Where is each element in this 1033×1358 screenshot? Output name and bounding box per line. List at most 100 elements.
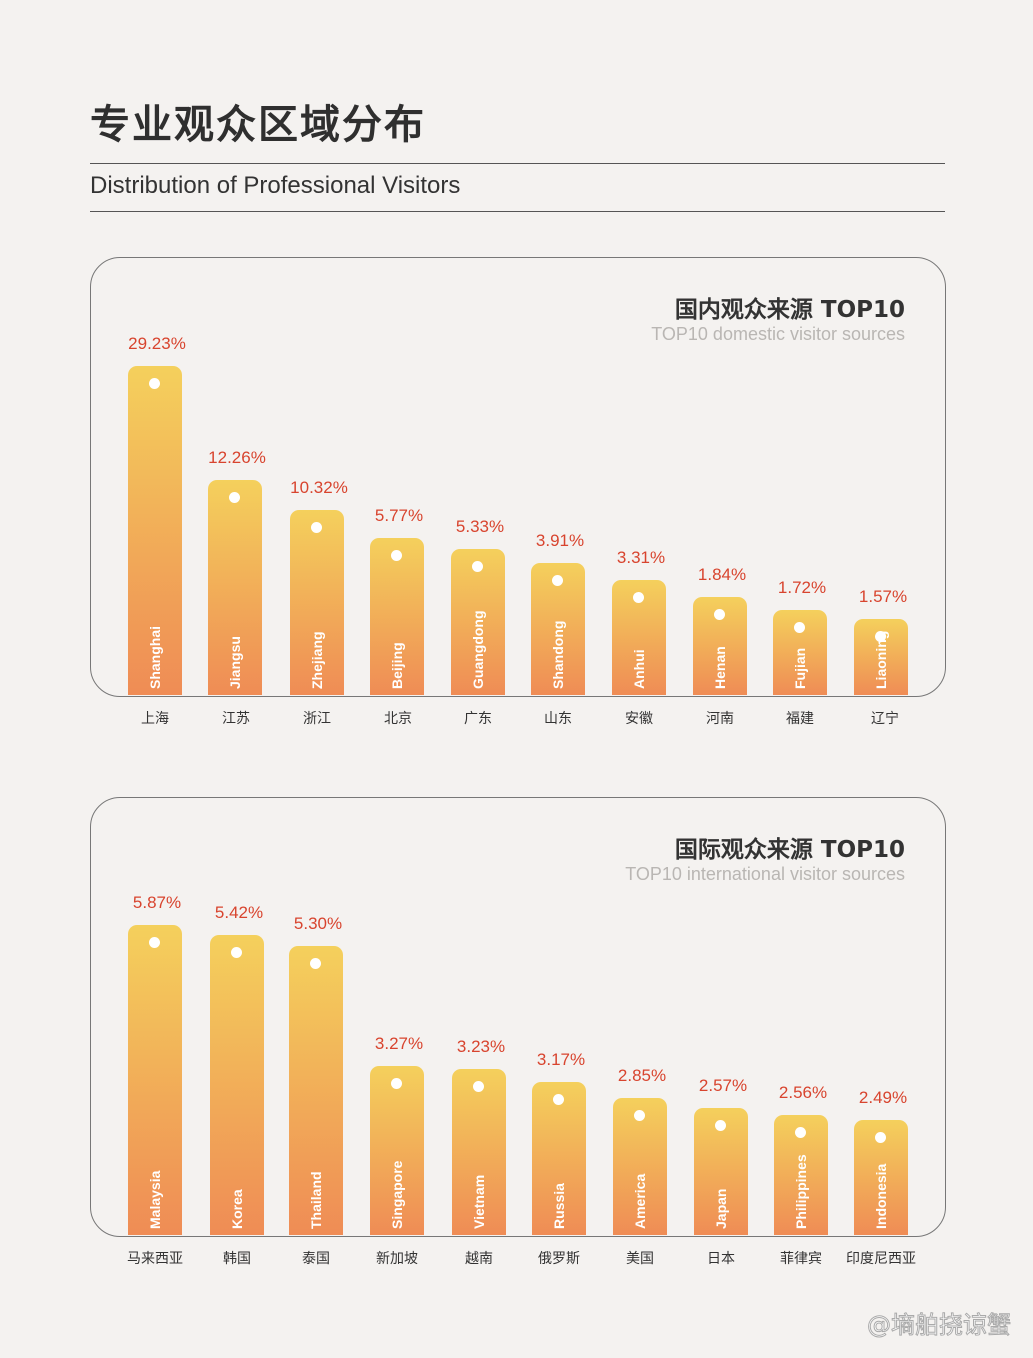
category-label: 印度尼西亚	[846, 1251, 916, 1267]
value-label: 3.27%	[374, 1034, 424, 1053]
value-label: 1.72%	[777, 578, 827, 597]
category-label: 上海	[141, 711, 169, 727]
value-label: 1.84%	[697, 565, 747, 584]
bar-label-en: Anhui	[631, 649, 647, 689]
value-label: 3.17%	[536, 1050, 586, 1069]
bar-label-en: Guangdong	[470, 610, 486, 689]
domestic-chart-card: 国内观众来源 TOP10 TOP10 domestic visitor sour…	[90, 257, 946, 697]
value-label: 5.87%	[132, 893, 182, 912]
dot-icon	[552, 575, 563, 586]
bar-label-en: Zhejiang	[309, 631, 325, 689]
category-label: 辽宁	[871, 711, 899, 727]
bar-label-en: Jiangsu	[227, 636, 243, 689]
dot-icon	[794, 622, 805, 633]
category-label: 韩国	[223, 1251, 251, 1267]
value-label: 3.23%	[456, 1037, 506, 1056]
bar: Shanghai	[128, 366, 182, 695]
bar: Indonesia	[854, 1120, 908, 1235]
bar: Guangdong	[451, 549, 505, 695]
international-chart-card: 国际观众来源 TOP10 TOP10 international visitor…	[90, 797, 946, 1237]
category-label: 安徽	[625, 711, 653, 727]
bar-label-en: Korea	[229, 1189, 245, 1229]
value-label: 3.31%	[616, 548, 666, 567]
chart-subtitle: TOP10 international visitor sources	[625, 864, 905, 884]
watermark: @墒舶挠谅蟹	[867, 1311, 1012, 1340]
bar-label-en: Liaoning	[873, 630, 889, 689]
bar-label-en: Singapore	[389, 1160, 405, 1229]
bar-label-en: Henan	[712, 646, 728, 689]
bar-label-en: Indonesia	[873, 1163, 889, 1229]
dot-icon	[391, 1078, 402, 1089]
dot-icon	[715, 1120, 726, 1131]
dot-icon	[473, 1081, 484, 1092]
dot-icon	[391, 550, 402, 561]
bar-label-en: Shanghai	[147, 625, 163, 689]
value-label: 12.26%	[208, 448, 266, 467]
category-label: 俄罗斯	[538, 1251, 580, 1267]
bar-label-en: Japan	[713, 1188, 729, 1229]
dot-icon	[231, 947, 242, 958]
divider	[90, 211, 945, 212]
category-label: 泰国	[302, 1251, 330, 1267]
dot-icon	[553, 1094, 564, 1105]
dot-icon	[229, 492, 240, 503]
bar: Shandong	[531, 563, 585, 695]
bar-label-en: Beijing	[389, 642, 405, 689]
bar: Anhui	[612, 580, 666, 695]
category-label: 北京	[384, 711, 412, 727]
category-label: 福建	[786, 711, 814, 727]
bar: Russia	[532, 1082, 586, 1235]
dot-icon	[634, 1110, 645, 1121]
dot-icon	[149, 378, 160, 389]
dot-icon	[310, 958, 321, 969]
dot-icon	[795, 1127, 806, 1138]
dot-icon	[714, 609, 725, 620]
bar-label-en: Philippines	[793, 1154, 809, 1229]
value-label: 5.30%	[293, 914, 343, 933]
chart-subtitle: TOP10 domestic visitor sources	[651, 324, 905, 344]
dot-icon	[875, 631, 886, 642]
bar-label-en: Fujian	[792, 647, 808, 689]
bar: Korea	[210, 935, 264, 1235]
bar: Japan	[694, 1108, 748, 1235]
chart-title: 国际观众来源 TOP10	[674, 837, 905, 863]
dot-icon	[311, 522, 322, 533]
bar-label-en: Shandong	[550, 620, 566, 689]
dot-icon	[472, 561, 483, 572]
value-label: 10.32%	[290, 478, 348, 497]
category-label: 越南	[465, 1251, 493, 1267]
divider	[90, 163, 945, 164]
category-label: 山东	[544, 711, 572, 727]
bar: Philippines	[774, 1115, 828, 1235]
value-label: 5.77%	[374, 506, 424, 525]
chart-title: 国内观众来源 TOP10	[674, 297, 905, 323]
value-label: 3.91%	[535, 531, 585, 550]
category-label: 河南	[706, 711, 734, 727]
page-subtitle: Distribution of Professional Visitors	[90, 172, 461, 199]
bar: Henan	[693, 597, 747, 695]
value-label: 2.85%	[617, 1066, 667, 1085]
bar: Malaysia	[128, 925, 182, 1235]
bar-label-en: Malaysia	[147, 1170, 163, 1229]
bar: Thailand	[289, 946, 343, 1235]
bar: Singapore	[370, 1066, 424, 1235]
bar: Vietnam	[452, 1069, 506, 1235]
category-label: 浙江	[303, 711, 331, 727]
dot-icon	[149, 937, 160, 948]
category-label: 广东	[464, 711, 492, 727]
bar: Beijing	[370, 538, 424, 695]
bar: America	[613, 1098, 667, 1235]
bar-label-en: Vietnam	[471, 1174, 487, 1229]
bar: Zhejiang	[290, 510, 344, 695]
category-label: 新加坡	[376, 1251, 418, 1267]
bar: Fujian	[773, 610, 827, 695]
value-label: 2.56%	[778, 1083, 828, 1102]
bar-label-en: Thailand	[308, 1171, 324, 1229]
value-label: 29.23%	[128, 334, 186, 353]
category-label: 美国	[626, 1251, 654, 1267]
bar-label-en: America	[632, 1173, 648, 1229]
value-label: 2.57%	[698, 1076, 748, 1095]
bar-label-en: Russia	[551, 1183, 567, 1229]
category-label: 菲律宾	[780, 1251, 822, 1267]
category-label: 日本	[707, 1251, 735, 1267]
